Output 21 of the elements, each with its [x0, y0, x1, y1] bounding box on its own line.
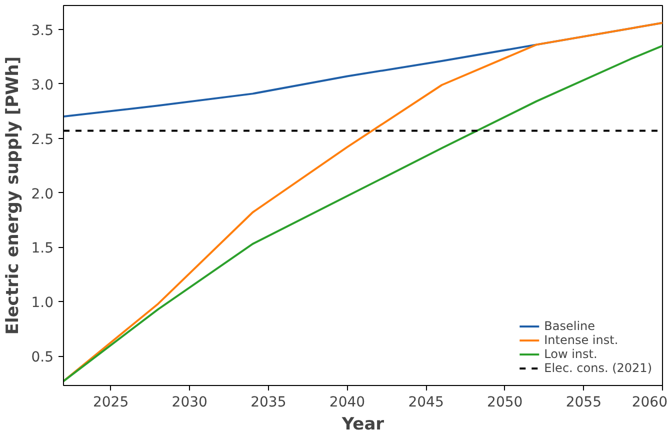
y-axis-title: Electric energy supply [PWh] — [3, 56, 24, 335]
y-tick-label: 2.5 — [31, 132, 54, 148]
legend-label: Low inst. — [544, 347, 598, 361]
x-tick-label: 2040 — [329, 394, 366, 410]
x-tick-label: 2055 — [566, 394, 602, 410]
y-tick-label: 1.5 — [31, 240, 54, 257]
y-tick-label: 0.5 — [31, 350, 54, 366]
y-tick-label: 1.0 — [31, 295, 54, 312]
x-axis-title: Year — [340, 414, 385, 434]
x-tick-label: 2050 — [487, 394, 523, 410]
legend-label: Baseline — [544, 319, 596, 333]
legend-label: Elec. cons. (2021) — [544, 361, 652, 375]
x-tick-label: 2030 — [172, 394, 208, 410]
legend-label: Intense inst. — [544, 333, 618, 347]
y-tick-label: 2.0 — [31, 186, 54, 202]
y-tick-label: 3.0 — [31, 77, 54, 94]
y-tick-label: 3.5 — [31, 22, 54, 39]
x-tick-label: 2045 — [408, 394, 444, 410]
x-tick-label: 2035 — [250, 394, 286, 410]
x-tick-label: 2025 — [92, 394, 129, 410]
x-tick-label: 2060 — [632, 394, 667, 410]
